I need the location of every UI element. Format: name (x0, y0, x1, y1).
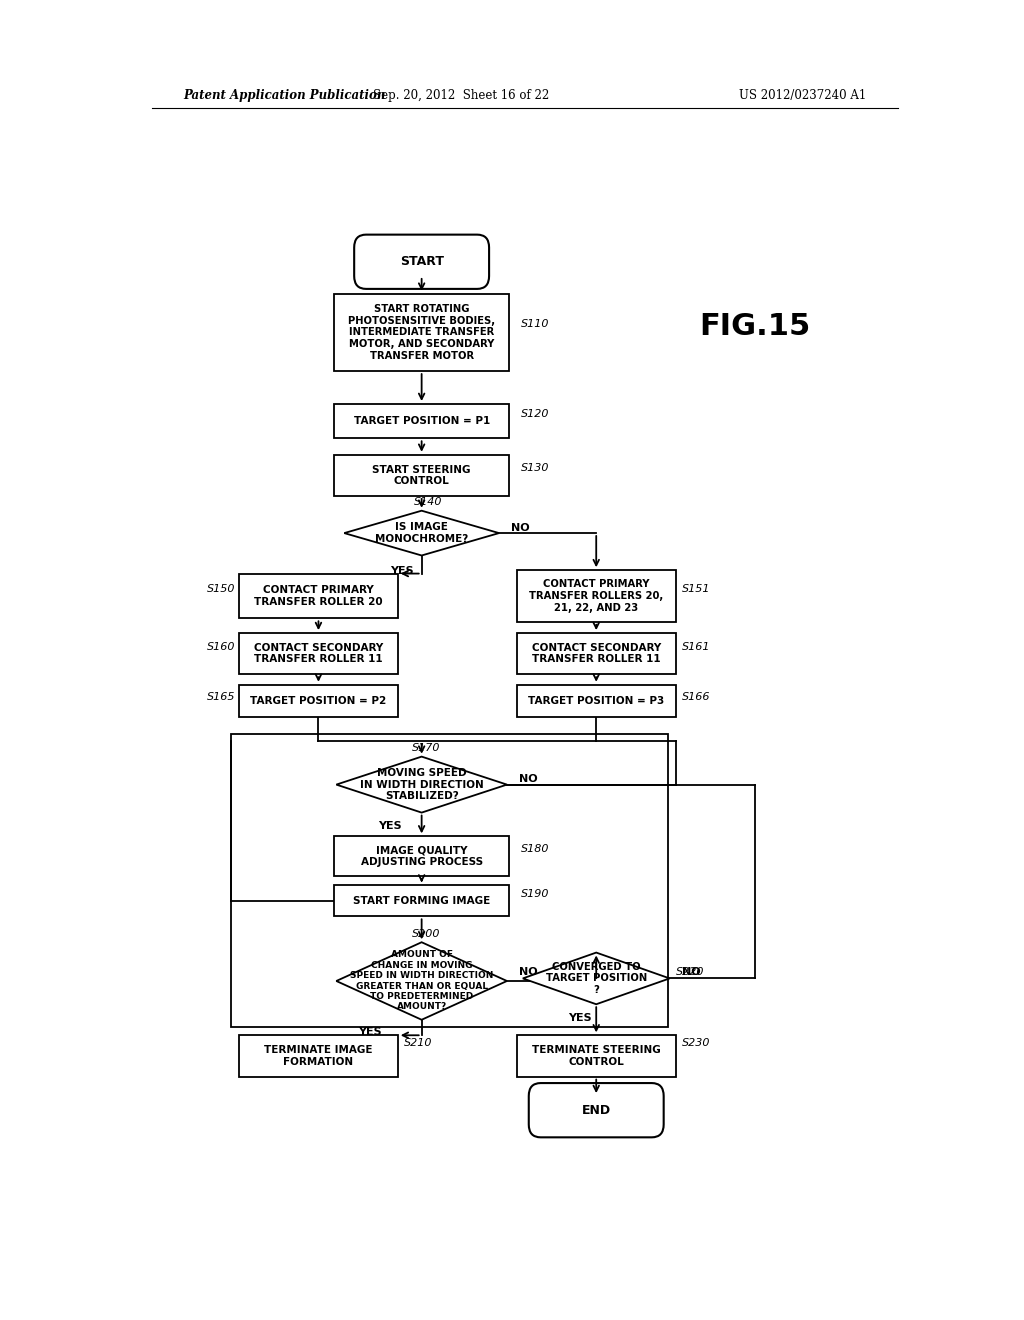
Text: S130: S130 (521, 463, 549, 474)
Polygon shape (523, 953, 670, 1005)
Bar (334, 293, 509, 371)
Text: TARGET POSITION = P3: TARGET POSITION = P3 (528, 696, 665, 706)
Text: S220: S220 (676, 966, 705, 977)
Bar (231, 734, 668, 1027)
Text: AMOUNT OF
CHANGE IN MOVING
SPEED IN WIDTH DIRECTION
GREATER THAN OR EQUAL
TO PRE: AMOUNT OF CHANGE IN MOVING SPEED IN WIDT… (350, 950, 494, 1011)
Text: TARGET POSITION = P2: TARGET POSITION = P2 (250, 696, 387, 706)
Text: S120: S120 (521, 409, 549, 420)
Text: TERMINATE IMAGE
FORMATION: TERMINATE IMAGE FORMATION (264, 1045, 373, 1067)
Text: S165: S165 (207, 692, 236, 702)
Bar (239, 1035, 397, 1077)
Bar (239, 685, 397, 718)
Text: NO: NO (511, 523, 529, 533)
Text: YES: YES (358, 1027, 382, 1036)
Text: S230: S230 (682, 1038, 711, 1048)
FancyBboxPatch shape (354, 235, 489, 289)
Text: Patent Application Publication: Patent Application Publication (183, 90, 386, 103)
Bar (334, 404, 509, 438)
Bar (517, 634, 676, 675)
Text: Sep. 20, 2012  Sheet 16 of 22: Sep. 20, 2012 Sheet 16 of 22 (373, 90, 550, 103)
Text: START STEERING
CONTROL: START STEERING CONTROL (373, 465, 471, 486)
Text: CONTACT PRIMARY
TRANSFER ROLLERS 20,
21, 22, AND 23: CONTACT PRIMARY TRANSFER ROLLERS 20, 21,… (529, 579, 664, 612)
Text: S150: S150 (207, 583, 236, 594)
FancyBboxPatch shape (528, 1084, 664, 1138)
Text: YES: YES (568, 1012, 592, 1023)
Text: CONVERGED TO
TARGET POSITION
?: CONVERGED TO TARGET POSITION ? (546, 962, 647, 995)
Bar (334, 837, 509, 876)
Text: IMAGE QUALITY
ADJUSTING PROCESS: IMAGE QUALITY ADJUSTING PROCESS (360, 845, 482, 867)
Polygon shape (336, 756, 507, 813)
Text: S170: S170 (412, 743, 440, 754)
Text: NO: NO (682, 966, 700, 977)
Text: FIG.15: FIG.15 (699, 312, 811, 341)
Text: S190: S190 (521, 888, 549, 899)
Text: TERMINATE STEERING
CONTROL: TERMINATE STEERING CONTROL (531, 1045, 660, 1067)
Bar (239, 634, 397, 675)
Text: S200: S200 (412, 929, 440, 939)
Text: US 2012/0237240 A1: US 2012/0237240 A1 (738, 90, 866, 103)
Bar (517, 570, 676, 622)
Polygon shape (336, 942, 507, 1020)
Text: NO: NO (519, 775, 538, 784)
Text: START ROTATING
PHOTOSENSITIVE BODIES,
INTERMEDIATE TRANSFER
MOTOR, AND SECONDARY: START ROTATING PHOTOSENSITIVE BODIES, IN… (348, 304, 496, 360)
Text: START: START (399, 255, 443, 268)
Text: S140: S140 (414, 498, 442, 507)
Text: S110: S110 (521, 319, 549, 329)
Text: IS IMAGE
MONOCHROME?: IS IMAGE MONOCHROME? (375, 523, 468, 544)
Polygon shape (344, 511, 499, 556)
Bar (334, 454, 509, 496)
Text: CONTACT SECONDARY
TRANSFER ROLLER 11: CONTACT SECONDARY TRANSFER ROLLER 11 (254, 643, 383, 664)
Bar (517, 1035, 676, 1077)
Text: S210: S210 (404, 1038, 433, 1048)
Text: END: END (582, 1104, 610, 1117)
Text: S160: S160 (207, 642, 236, 652)
Text: START FORMING IMAGE: START FORMING IMAGE (353, 896, 490, 906)
Bar (239, 574, 397, 618)
Text: MOVING SPEED
IN WIDTH DIRECTION
STABILIZED?: MOVING SPEED IN WIDTH DIRECTION STABILIZ… (359, 768, 483, 801)
Bar (334, 886, 509, 916)
Text: YES: YES (390, 566, 414, 576)
Text: TARGET POSITION = P1: TARGET POSITION = P1 (353, 416, 489, 426)
Text: CONTACT SECONDARY
TRANSFER ROLLER 11: CONTACT SECONDARY TRANSFER ROLLER 11 (531, 643, 660, 664)
Text: S166: S166 (682, 692, 711, 702)
Text: S180: S180 (521, 845, 549, 854)
Bar (517, 685, 676, 718)
Text: NO: NO (519, 968, 538, 977)
Text: S161: S161 (682, 642, 711, 652)
Text: S151: S151 (682, 583, 711, 594)
Text: CONTACT PRIMARY
TRANSFER ROLLER 20: CONTACT PRIMARY TRANSFER ROLLER 20 (254, 585, 383, 607)
Text: YES: YES (378, 821, 401, 832)
